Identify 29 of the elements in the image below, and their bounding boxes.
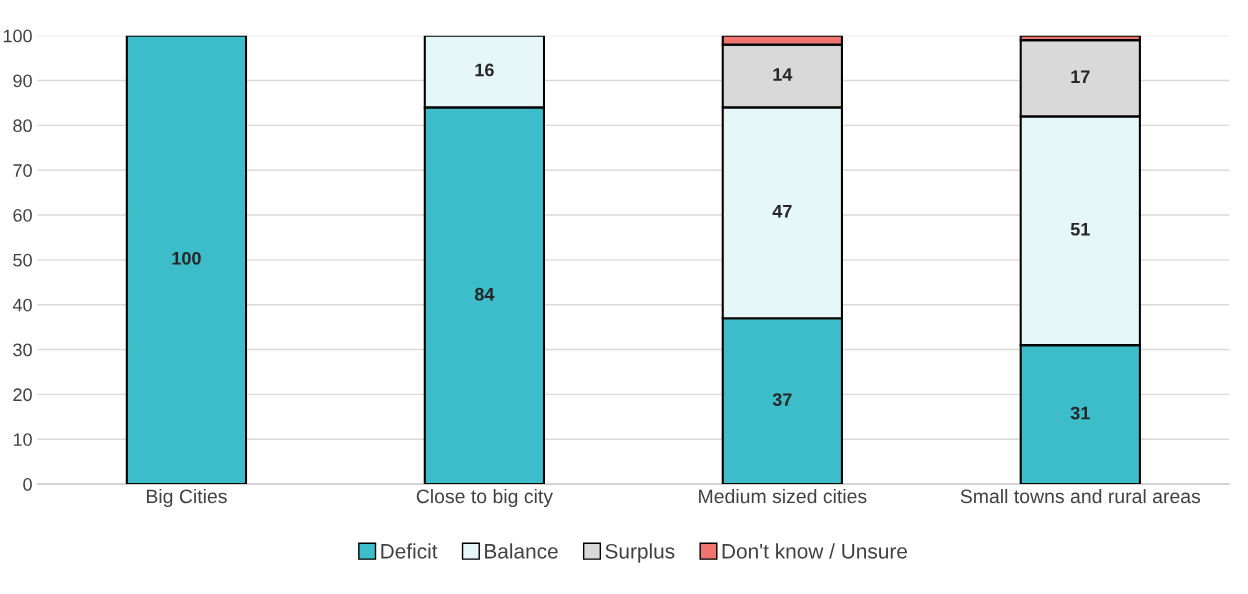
x-tick-label: Close to big city — [416, 488, 553, 508]
data-label: 51 — [1070, 222, 1090, 236]
bar — [125, 35, 248, 485]
legend-label: Balance — [485, 543, 558, 559]
y-tick-label: 80 — [13, 119, 32, 133]
y-tick-label: 0 — [23, 478, 32, 491]
y-tick-label: 50 — [13, 253, 32, 267]
y-tick-label: 20 — [13, 388, 32, 402]
data-label: 47 — [772, 205, 792, 218]
data-label: 37 — [772, 393, 792, 407]
x-tick-label: Big Cities — [146, 488, 227, 508]
data-label: 100 — [172, 251, 201, 265]
legend-label: Deficit — [381, 543, 438, 559]
data-label: 17 — [1071, 70, 1090, 83]
y-tick-label: 100 — [3, 29, 32, 43]
x-tick-label: Medium sized cities — [699, 488, 867, 504]
legend-label: Surplus — [605, 543, 675, 563]
x-tick-label: Small towns and rural areas — [960, 488, 1201, 504]
data-label: 16 — [475, 63, 494, 77]
y-tick-label: 30 — [13, 343, 32, 357]
y-tick-label: 10 — [13, 433, 32, 446]
data-label: 84 — [474, 287, 495, 301]
data-label: 14 — [773, 68, 793, 81]
y-tick-label: 90 — [13, 74, 32, 88]
y-tick-label: 70 — [13, 164, 32, 177]
y-tick-label: 40 — [12, 298, 32, 312]
data-label: 31 — [1070, 406, 1090, 420]
y-tick-label: 60 — [13, 208, 32, 222]
legend-label: Don't know / Unsure — [722, 543, 907, 559]
